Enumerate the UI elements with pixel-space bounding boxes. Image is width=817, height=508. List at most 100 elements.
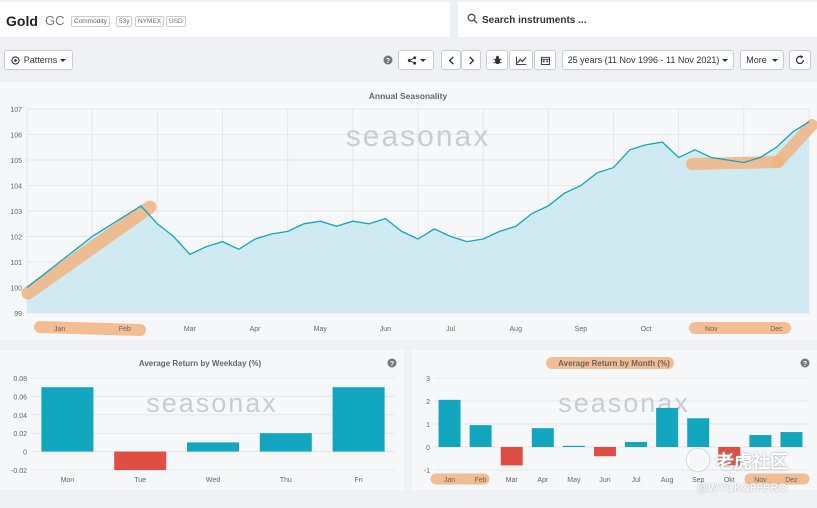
x-tick-label: Jan xyxy=(54,326,65,333)
more-button[interactable]: More xyxy=(740,50,784,70)
seasonality-area xyxy=(27,121,809,313)
toolbar: Patterns ? 25 years (11 Nov 1996 - 11 No… xyxy=(0,46,817,76)
highlight-plateau-nov xyxy=(686,156,784,170)
y-tick-label: 2 xyxy=(426,399,430,406)
annual-seasonality-chart[interactable]: Annual Seasonality seasonax 99 100 101 102 1… xyxy=(0,82,817,340)
help-icon[interactable]: ? xyxy=(383,55,393,65)
time-range-selector[interactable]: 25 years (11 Nov 1996 - 11 Nov 2021) xyxy=(562,50,734,70)
x-tick-label: Dez xyxy=(785,477,798,484)
bar-may[interactable] xyxy=(562,445,585,447)
reset-button[interactable] xyxy=(789,50,811,70)
x-tick-label: Aug xyxy=(661,477,674,484)
bar-jan[interactable] xyxy=(438,399,461,447)
instrument-symbol: GC xyxy=(45,13,65,28)
bar-feb[interactable] xyxy=(469,425,492,447)
y-tick-label: 103 xyxy=(10,209,22,216)
x-tick-label: Mar xyxy=(506,477,519,484)
chart-title: Annual Seasonality xyxy=(369,91,448,101)
author-watermark: @WYCKOFFPRO xyxy=(697,482,787,494)
line-chart-button[interactable] xyxy=(509,50,533,70)
y-tick-label: 102 xyxy=(10,235,22,242)
y-tick-label: 0 xyxy=(23,450,27,457)
bar-dez[interactable] xyxy=(780,432,803,447)
x-tick-label: Okt xyxy=(724,477,735,484)
highlight-rise-jan-feb xyxy=(21,200,157,300)
calendar-icon xyxy=(540,56,550,65)
bar-apr[interactable] xyxy=(531,428,554,447)
annual-seasonality-panel: Annual Seasonality seasonax 99 100 101 102 1… xyxy=(0,82,817,340)
help-icon[interactable]: ? xyxy=(800,358,810,369)
weekday-return-chart[interactable]: Average Return by Weekday (%) ? seasonax… xyxy=(0,350,404,490)
x-tick-label: Feb xyxy=(119,326,131,333)
x-tick-label: Mar xyxy=(184,326,197,333)
bar-aug[interactable] xyxy=(656,407,679,447)
share-icon xyxy=(407,55,416,65)
next-button[interactable] xyxy=(461,50,481,70)
x-tick-label: Sep xyxy=(692,477,705,484)
help-icon[interactable]: ? xyxy=(387,358,397,369)
brand-watermark-text: seasonax xyxy=(346,120,490,153)
y-tick-label: 1 xyxy=(426,422,430,429)
bar-mar[interactable] xyxy=(500,447,523,466)
highlight-rise-dec xyxy=(772,119,817,168)
chevron-right-icon xyxy=(468,55,474,65)
bar-jun[interactable] xyxy=(593,447,616,457)
y-tick-label: 0.02 xyxy=(13,431,27,438)
bar-tue[interactable] xyxy=(114,451,167,470)
x-tick-label: Jun xyxy=(599,477,610,484)
search-input[interactable] xyxy=(482,11,782,29)
search-panel xyxy=(458,2,817,37)
x-tick-label: Fri xyxy=(355,477,364,484)
y-tick-label: -0.02 xyxy=(11,468,27,475)
y-tick-label: 0 xyxy=(426,445,430,452)
x-tick-label: Oct xyxy=(641,326,652,333)
svg-text:?: ? xyxy=(390,361,394,368)
bar-okt[interactable] xyxy=(718,447,741,466)
more-label: More xyxy=(746,55,767,65)
instrument-name: Gold xyxy=(6,13,38,29)
x-tick-label: Jan xyxy=(444,477,455,484)
bar-jul[interactable] xyxy=(625,441,648,447)
y-tick-label: 0.06 xyxy=(13,394,27,401)
line-chart-icon xyxy=(515,55,526,65)
y-tick-label: 99 xyxy=(14,311,22,318)
x-tick-label: Sep xyxy=(575,326,588,333)
instrument-header: Gold GC Commodity 53y NYMEX USD xyxy=(0,2,450,37)
y-tick-label: 0.08 xyxy=(13,376,27,383)
tag-currency: USD xyxy=(166,16,186,27)
community-watermark: 老虎社区 xyxy=(716,452,788,472)
debug-button[interactable] xyxy=(486,50,508,70)
x-tick-label: Mon xyxy=(61,477,75,484)
y-tick-label: 104 xyxy=(10,184,22,191)
reset-icon xyxy=(795,55,805,65)
y-tick-label: 106 xyxy=(10,133,22,140)
bar-sep[interactable] xyxy=(687,418,710,447)
highlight-jan-feb-labels xyxy=(34,321,146,336)
y-tick-label: 101 xyxy=(10,260,22,267)
target-icon xyxy=(11,55,20,65)
month-return-chart[interactable]: Average Return by Month (%) ? seasonax 3… xyxy=(412,350,817,490)
bar-mon[interactable] xyxy=(41,387,94,452)
search-icon xyxy=(467,13,478,24)
x-tick-label: Dec xyxy=(770,326,783,333)
share-button[interactable] xyxy=(398,50,434,70)
bar-fri[interactable] xyxy=(332,387,385,452)
x-tick-label: Nov xyxy=(754,477,767,484)
bar-thu[interactable] xyxy=(259,433,312,452)
weekday-chart-title: Average Return by Weekday (%) xyxy=(139,359,262,368)
community-logo xyxy=(687,449,709,471)
x-tick-label: Aug xyxy=(510,326,523,333)
tag-exchange: NYMEX xyxy=(135,16,165,27)
chevron-left-icon xyxy=(448,55,454,65)
previous-button[interactable] xyxy=(441,50,461,70)
bar-wed[interactable] xyxy=(187,442,239,452)
calendar-button[interactable] xyxy=(534,50,556,70)
y-tick-label: 107 xyxy=(10,107,22,114)
patterns-button[interactable]: Patterns xyxy=(4,50,73,70)
x-tick-label: Apr xyxy=(250,326,262,333)
y-tick-label: -1 xyxy=(424,468,430,475)
tag-history: 53y xyxy=(116,16,133,27)
bar-nov[interactable] xyxy=(749,435,772,447)
y-tick-label: 0.04 xyxy=(13,413,27,420)
month-chart-title: Average Return by Month (%) xyxy=(558,359,670,368)
